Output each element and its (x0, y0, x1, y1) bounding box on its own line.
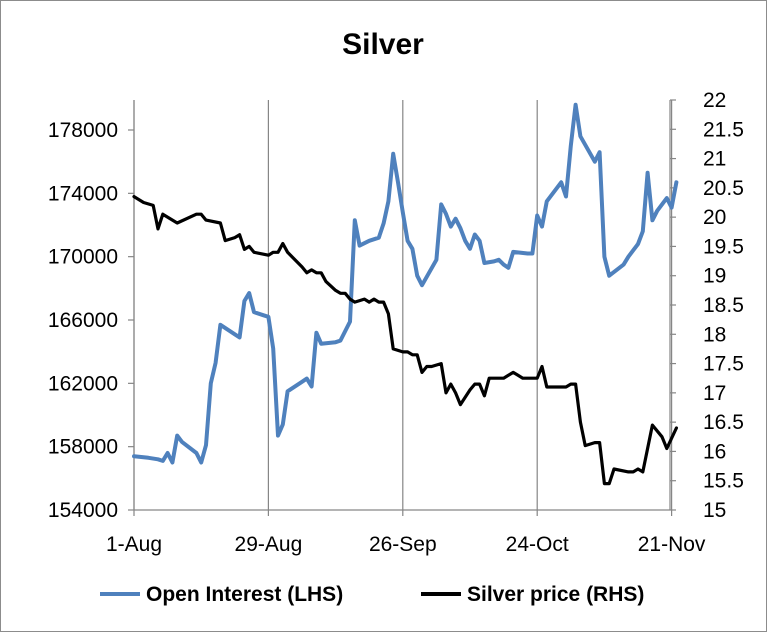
right-tick-label: 18.5 (703, 294, 744, 317)
left-tick-label: 174000 (48, 182, 118, 205)
x-tick-label: 1-Aug (106, 533, 162, 556)
right-y-ticks: 15 15.5 16 16.5 17 17.5 18 18.5 19 19.5 20 20.5 21 21… (670, 89, 744, 522)
right-tick-label: 17.5 (703, 353, 744, 376)
left-tick-label: 178000 (48, 119, 118, 142)
x-tick-label: 21-Nov (638, 533, 706, 556)
right-tick-label: 20.5 (703, 177, 744, 200)
right-tick-label: 19.5 (703, 235, 744, 258)
left-tick-label: 154000 (48, 499, 118, 522)
x-tick-label: 26-Sep (369, 533, 437, 556)
axes (133, 100, 671, 511)
open-interest-line (132, 102, 679, 465)
legend: Open Interest (LHS) Silver price (RHS) (100, 583, 644, 606)
right-tick-label: 17 (703, 382, 726, 405)
left-tick-label: 170000 (48, 246, 118, 269)
left-tick-label: 166000 (48, 309, 118, 332)
right-tick-label: 15 (703, 499, 726, 522)
left-tick-label: 162000 (48, 372, 118, 395)
silver-price-line (132, 195, 679, 486)
right-tick-label: 19 (703, 265, 726, 288)
legend-label-silver-price: Silver price (RHS) (467, 583, 644, 606)
right-tick-label: 18 (703, 323, 726, 346)
chart-title: Silver (342, 28, 424, 61)
right-tick-label: 21 (703, 148, 726, 171)
right-tick-label: 21.5 (703, 118, 744, 141)
right-tick-label: 16.5 (703, 411, 744, 434)
right-tick-label: 16 (703, 440, 726, 463)
right-tick-label: 22 (703, 89, 726, 112)
x-ticks: 1-Aug 29-Aug 26-Sep 24-Oct 21-Nov (106, 100, 706, 556)
right-tick-label: 15.5 (703, 470, 744, 493)
left-y-ticks: 154000 158000 162000 166000 170000 174000 1780… (48, 119, 134, 522)
x-tick-label: 24-Oct (506, 533, 569, 556)
series-lines (132, 102, 679, 486)
x-tick-label: 29-Aug (235, 533, 303, 556)
right-tick-label: 20 (703, 206, 726, 229)
legend-label-open-interest: Open Interest (LHS) (146, 583, 343, 606)
left-tick-label: 158000 (48, 436, 118, 459)
